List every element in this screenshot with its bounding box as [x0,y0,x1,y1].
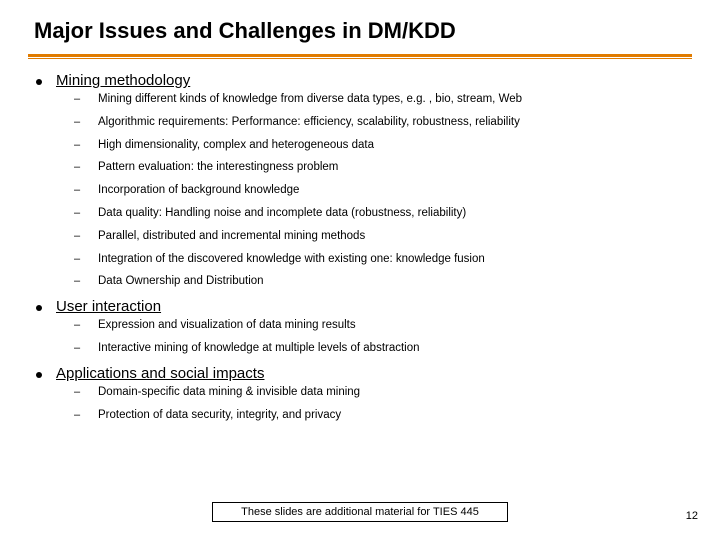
section-items: – Mining different kinds of knowledge fro… [74,93,692,289]
dash-icon: – [74,275,82,287]
item-text: Domain-specific data mining & invisible … [98,386,360,400]
item-text: Expression and visualization of data min… [98,319,356,333]
dash-icon: – [74,116,82,128]
item-text: Protection of data security, integrity, … [98,409,341,423]
list-item: – Parallel, distributed and incremental m… [74,230,692,244]
bullet-icon [36,372,42,378]
section-heading-text: User interaction [56,298,161,315]
content: Mining methodology – Mining different kin… [28,72,692,422]
item-text: Data quality: Handling noise and incompl… [98,207,466,221]
footer: These slides are additional material for… [0,502,720,522]
footer-note: These slides are additional material for… [212,502,508,522]
section-heading-text: Mining methodology [56,72,190,89]
dash-icon: – [74,161,82,173]
item-text: Parallel, distributed and incremental mi… [98,230,365,244]
list-item: – Interactive mining of knowledge at mult… [74,342,692,356]
section-heading-text: Applications and social impacts [56,365,264,382]
section-heading: User interaction [36,298,692,315]
item-text: Interactive mining of knowledge at multi… [98,342,420,356]
item-text: High dimensionality, complex and heterog… [98,139,374,153]
list-item: – Domain-specific data mining & invisible… [74,386,692,400]
list-item: – Mining different kinds of knowledge fro… [74,93,692,107]
item-text: Mining different kinds of knowledge from… [98,93,522,107]
page-number: 12 [686,510,698,522]
list-item: – Expression and visualization of data mi… [74,319,692,333]
slide: Major Issues and Challenges in DM/KDD Mi… [0,0,720,540]
item-text: Pattern evaluation: the interestingness … [98,161,338,175]
dash-icon: – [74,342,82,354]
item-text: Integration of the discovered knowledge … [98,253,485,267]
dash-icon: – [74,184,82,196]
dash-icon: – [74,409,82,421]
dash-icon: – [74,93,82,105]
bullet-icon [36,79,42,85]
section-items: – Domain-specific data mining & invisible… [74,386,692,423]
list-item: – Integration of the discovered knowledge… [74,253,692,267]
list-item: – Incorporation of background knowledge [74,184,692,198]
list-item: – Algorithmic requirements: Performance: … [74,116,692,130]
slide-title: Major Issues and Challenges in DM/KDD [28,18,692,44]
list-item: – Data Ownership and Distribution [74,275,692,289]
list-item: – Data quality: Handling noise and incomp… [74,207,692,221]
dash-icon: – [74,139,82,151]
dash-icon: – [74,230,82,242]
item-text: Data Ownership and Distribution [98,275,264,289]
dash-icon: – [74,253,82,265]
bullet-icon [36,305,42,311]
section-heading: Mining methodology [36,72,692,89]
list-item: – Pattern evaluation: the interestingness… [74,161,692,175]
divider [28,54,692,60]
dash-icon: – [74,386,82,398]
item-text: Algorithmic requirements: Performance: e… [98,116,520,130]
dash-icon: – [74,319,82,331]
list-item: – Protection of data security, integrity,… [74,409,692,423]
list-item: – High dimensionality, complex and hetero… [74,139,692,153]
section-items: – Expression and visualization of data mi… [74,319,692,356]
item-text: Incorporation of background knowledge [98,184,299,198]
dash-icon: – [74,207,82,219]
section-heading: Applications and social impacts [36,365,692,382]
